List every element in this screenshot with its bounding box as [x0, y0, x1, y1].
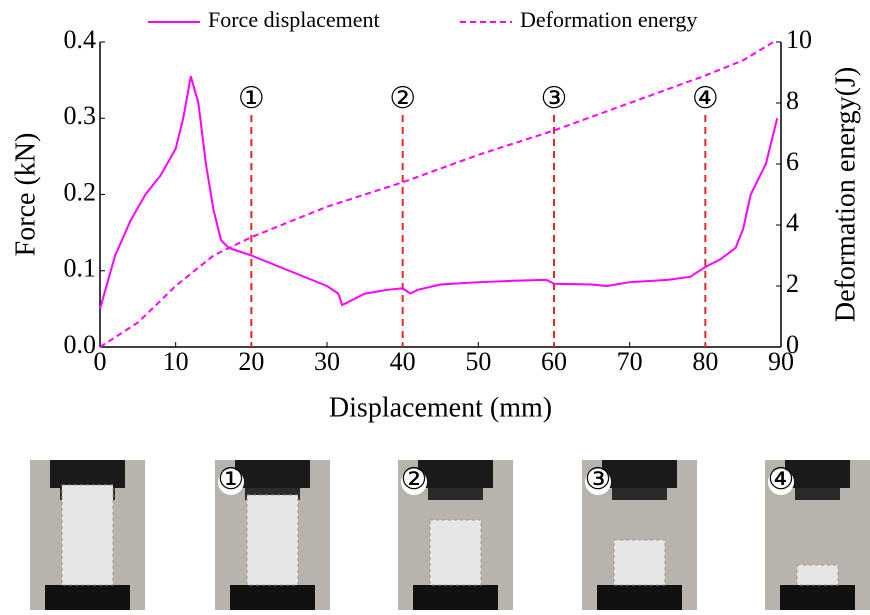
- press-top: [785, 460, 850, 488]
- marker-label: ②: [389, 82, 416, 115]
- lattice: [247, 495, 298, 585]
- press-top-neck: [612, 488, 667, 500]
- series-line: [100, 76, 777, 309]
- marker-label: ④: [692, 82, 719, 115]
- press-top: [50, 460, 125, 488]
- y2-tick-label: 6: [786, 147, 799, 176]
- lattice: [797, 565, 838, 585]
- press-top: [602, 460, 677, 488]
- x-tick-label: 10: [163, 347, 189, 376]
- legend-label: Force displacement: [208, 7, 380, 32]
- press-bottom: [413, 585, 498, 610]
- x-tick-label: 30: [314, 347, 340, 376]
- legend-label: Deformation energy: [520, 7, 697, 32]
- series-line: [100, 42, 773, 347]
- press-top: [235, 460, 310, 488]
- lattice: [430, 520, 481, 585]
- press-top: [418, 460, 493, 488]
- marker-label: ①: [238, 82, 265, 115]
- y-tick-label: 0.2: [64, 177, 97, 206]
- y2-axis-label: Deformation energy(J): [830, 67, 861, 322]
- y2-tick-label: 4: [786, 208, 799, 237]
- x-tick-label: 70: [617, 347, 643, 376]
- y-tick-label: 0.3: [64, 101, 97, 130]
- press-bottom: [780, 585, 855, 610]
- y2-tick-label: 8: [786, 86, 799, 115]
- photo-label: ②: [401, 463, 428, 496]
- press-top-neck: [795, 488, 840, 500]
- photo-label: ④: [768, 463, 795, 496]
- lattice: [614, 540, 665, 585]
- lattice: [62, 485, 113, 585]
- photos: ① ② ③ ④: [30, 460, 870, 610]
- y-axis-label: Force (kN): [10, 133, 41, 257]
- y-tick-label: 0.4: [64, 25, 97, 54]
- x-tick-label: 40: [390, 347, 416, 376]
- press-bottom: [597, 585, 682, 610]
- marker-label: ③: [541, 82, 568, 115]
- figure: ①②③④ 01020304050607080900.00.10.20.30.40…: [0, 0, 870, 610]
- photo-label: ①: [218, 463, 245, 496]
- x-tick-label: 80: [692, 347, 718, 376]
- y2-tick-label: 0: [786, 330, 799, 359]
- x-tick-label: 20: [238, 347, 264, 376]
- y2-tick-label: 2: [786, 269, 799, 298]
- press-top-neck: [428, 488, 483, 500]
- photo-label: ③: [585, 463, 612, 496]
- x-tick-label: 60: [541, 347, 567, 376]
- x-axis-label: Displacement (mm): [329, 392, 552, 423]
- y2-tick-label: 10: [786, 25, 812, 54]
- y-tick-label: 0.1: [64, 254, 97, 283]
- press-bottom: [45, 585, 130, 610]
- press-bottom: [230, 585, 315, 610]
- y-tick-label: 0.0: [64, 330, 97, 359]
- x-tick-label: 50: [465, 347, 491, 376]
